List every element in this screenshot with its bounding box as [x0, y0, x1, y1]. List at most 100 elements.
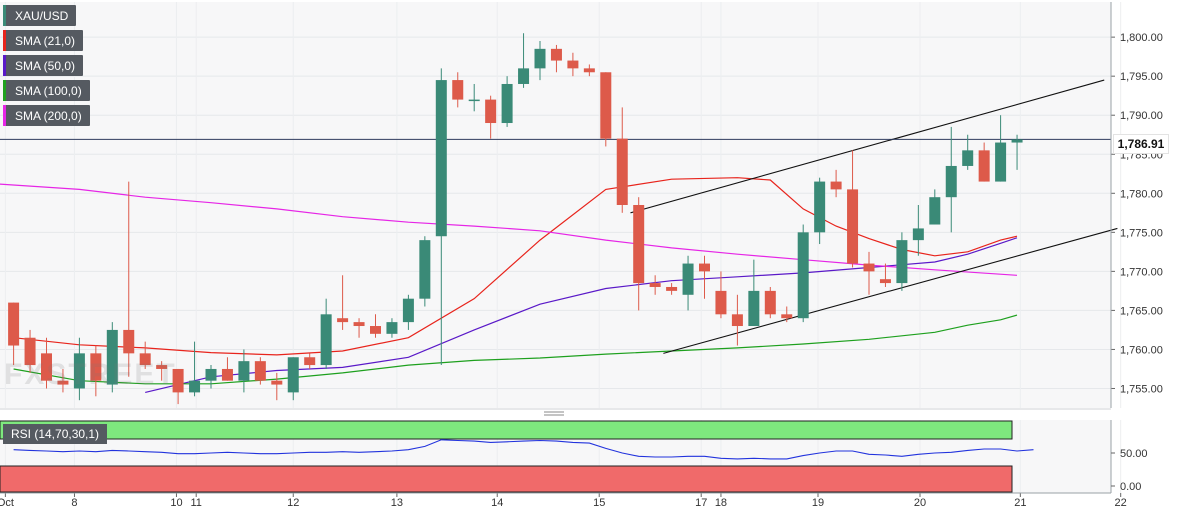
candle [682, 255, 694, 311]
rsi-tick-label: 0.00 [1120, 481, 1141, 493]
candle [731, 294, 743, 346]
candle [863, 251, 875, 295]
candle [978, 142, 990, 182]
candle [600, 72, 612, 147]
candle [830, 169, 842, 198]
candle-body-bear [699, 263, 710, 272]
candle-body-bull [402, 298, 414, 323]
legend-sma-50[interactable]: SMA (50,0) [3, 55, 84, 76]
candle [402, 294, 414, 330]
candle-body-bull [995, 142, 1007, 182]
candle [485, 95, 497, 139]
candle [370, 314, 381, 338]
candle-body-bull [386, 322, 398, 334]
candle-body-bull [682, 263, 694, 295]
candle [41, 337, 52, 389]
candle [337, 275, 349, 330]
candle-body-bull [797, 232, 809, 319]
candle [781, 306, 793, 323]
rsi-legend[interactable]: RSI (14,70,30,1) [3, 424, 108, 444]
candle-body-bear [156, 365, 168, 369]
candle [8, 302, 20, 366]
candle-body-bear [8, 302, 20, 346]
candle-body-bear [879, 279, 891, 284]
channel-upper-trendline [630, 79, 1105, 214]
candle-body-bull [106, 329, 118, 385]
candle [879, 263, 891, 287]
x-tick-label: 22 [1115, 497, 1127, 509]
legend-symbol[interactable]: XAU/USD [3, 5, 77, 26]
candle-body-bull [814, 181, 826, 233]
candle-body-bear [90, 353, 102, 381]
indicator-legend: XAU/USD SMA (21,0) SMA (50,0) SMA (100,0… [3, 5, 90, 126]
y-tick-label: 1,800.00 [1120, 32, 1163, 44]
candle-body-bear [847, 189, 859, 264]
rsi-label: RSI (14,70,30,1) [11, 427, 100, 441]
candle-body-bear [715, 290, 727, 315]
legend-sma-21[interactable]: SMA (21,0) [3, 30, 84, 51]
candle [748, 259, 760, 327]
candle-body-bear [172, 368, 184, 393]
candle [962, 134, 974, 170]
symbol-swatch [3, 5, 6, 26]
candle-body-bull [534, 48, 546, 69]
y-tick-label: 1,770.00 [1120, 266, 1163, 278]
candle [353, 318, 365, 338]
candle-body-bear [550, 48, 562, 61]
candle-body-bear [370, 326, 381, 334]
candle-body-bull [1011, 139, 1023, 143]
rsi-overbought-zone [0, 420, 1013, 440]
candle-body-bull [962, 150, 974, 166]
rsi-tick-label: 50.00 [1120, 448, 1148, 460]
candle [616, 107, 628, 213]
sma-50-swatch [3, 55, 6, 76]
candle [57, 368, 69, 393]
candle-body-bear [978, 150, 990, 182]
candle [139, 341, 151, 369]
x-tick-label: 13 [391, 497, 403, 509]
candle [518, 33, 530, 88]
sma-line-21 [13, 177, 1018, 356]
candle [221, 357, 233, 381]
candle [386, 318, 398, 338]
candle [501, 76, 513, 127]
y-tick-label: 1,795.00 [1120, 71, 1163, 83]
sma-50-label: SMA (50,0) [15, 58, 76, 73]
x-tick-label: 20 [914, 497, 926, 509]
candle-body-bear [731, 314, 743, 327]
x-tick-label: Oct [0, 497, 14, 509]
candle-body-bear [24, 337, 36, 366]
x-tick-label: 17 [695, 497, 707, 509]
y-tick-label: 1,790.00 [1120, 110, 1163, 122]
watermark-logo: FXSTREET [4, 358, 177, 391]
candle-body-bear [123, 329, 135, 354]
candle [814, 177, 826, 245]
candle-body-bear [764, 290, 776, 315]
y-tick-label: 1,760.00 [1120, 344, 1163, 356]
x-tick-label: 15 [593, 497, 605, 509]
candle-body-bull [896, 240, 908, 284]
legend-sma-200[interactable]: SMA (200,0) [3, 105, 90, 126]
candle [156, 361, 168, 381]
candle-body-bear [353, 322, 365, 327]
price-pane-bg [0, 2, 1111, 408]
x-tick-label: 18 [715, 497, 727, 509]
candle [106, 322, 118, 393]
symbol-label: XAU/USD [15, 8, 69, 23]
last-price-tag: 1,786.91 [1113, 134, 1169, 154]
candle [764, 286, 776, 319]
candle-body-bear [337, 318, 349, 323]
candle [205, 365, 217, 389]
x-tick-label: 10 [170, 497, 182, 509]
candle-body-bear [254, 361, 266, 381]
y-tick-label: 1,765.00 [1120, 305, 1163, 317]
legend-sma-100[interactable]: SMA (100,0) [3, 80, 90, 101]
x-tick-label: 14 [491, 497, 503, 509]
rsi-line-path [13, 439, 1034, 460]
candle [567, 52, 579, 77]
x-tick-label: 11 [190, 497, 201, 509]
sma-100-swatch [3, 80, 6, 101]
candle-body-bear [271, 380, 283, 385]
